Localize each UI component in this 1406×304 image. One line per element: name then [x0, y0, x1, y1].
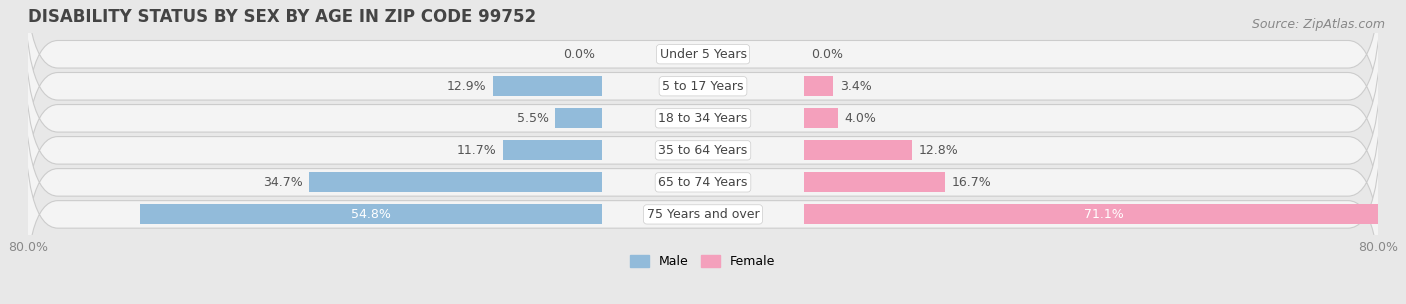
FancyBboxPatch shape	[24, 100, 1382, 304]
Text: 12.8%: 12.8%	[920, 144, 959, 157]
Text: 18 to 34 Years: 18 to 34 Years	[658, 112, 748, 125]
Text: 35 to 64 Years: 35 to 64 Years	[658, 144, 748, 157]
FancyBboxPatch shape	[24, 0, 1382, 169]
Bar	[555, 109, 602, 128]
Bar	[804, 172, 945, 192]
Text: 5 to 17 Years: 5 to 17 Years	[662, 80, 744, 93]
FancyBboxPatch shape	[24, 4, 1382, 233]
Text: 34.7%: 34.7%	[263, 176, 302, 189]
FancyBboxPatch shape	[24, 36, 1382, 265]
Text: DISABILITY STATUS BY SEX BY AGE IN ZIP CODE 99752: DISABILITY STATUS BY SEX BY AGE IN ZIP C…	[28, 8, 537, 26]
Bar	[503, 140, 602, 160]
Text: 65 to 74 Years: 65 to 74 Years	[658, 176, 748, 189]
Text: Under 5 Years: Under 5 Years	[659, 48, 747, 61]
Text: Source: ZipAtlas.com: Source: ZipAtlas.com	[1251, 18, 1385, 31]
Bar	[804, 140, 912, 160]
Text: 12.9%: 12.9%	[447, 80, 486, 93]
Text: 71.1%: 71.1%	[1084, 208, 1123, 221]
Text: 54.8%: 54.8%	[350, 208, 391, 221]
Text: 4.0%: 4.0%	[845, 112, 876, 125]
Bar	[309, 172, 602, 192]
Text: 3.4%: 3.4%	[839, 80, 872, 93]
Text: 0.0%: 0.0%	[811, 48, 844, 61]
Text: 75 Years and over: 75 Years and over	[647, 208, 759, 221]
Text: 16.7%: 16.7%	[952, 176, 991, 189]
FancyBboxPatch shape	[24, 0, 1382, 201]
Bar	[804, 109, 838, 128]
Bar	[139, 205, 602, 224]
Bar	[804, 205, 1403, 224]
Text: 5.5%: 5.5%	[516, 112, 548, 125]
Text: 0.0%: 0.0%	[562, 48, 595, 61]
Bar	[494, 76, 602, 96]
Bar	[804, 76, 832, 96]
Text: 11.7%: 11.7%	[457, 144, 496, 157]
Legend: Male, Female: Male, Female	[626, 250, 780, 273]
FancyBboxPatch shape	[24, 68, 1382, 297]
